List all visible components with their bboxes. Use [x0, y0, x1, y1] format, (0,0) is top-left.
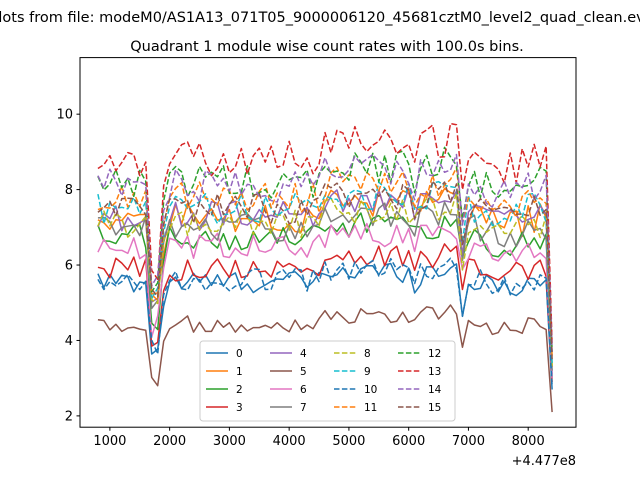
legend-label-6: 6 — [300, 384, 307, 396]
legend-label-0: 0 — [236, 348, 243, 360]
series-line-11 — [97, 166, 553, 356]
x-tick-label-4000: 4000 — [273, 434, 306, 449]
legend-label-11: 11 — [364, 402, 377, 414]
x-tick-label-2000: 2000 — [153, 434, 186, 449]
series-line-6 — [97, 222, 553, 379]
legend-label-4: 4 — [300, 348, 307, 360]
legend-label-15: 15 — [428, 402, 441, 414]
legend-box — [199, 340, 456, 422]
legend-label-1: 1 — [236, 366, 243, 378]
series-line-5 — [97, 304, 553, 413]
legend-label-13: 13 — [428, 366, 441, 378]
series-line-13 — [97, 122, 553, 345]
x-tick-label-6000: 6000 — [392, 434, 425, 449]
legend-label-9: 9 — [364, 366, 371, 378]
legend-label-7: 7 — [300, 402, 307, 414]
figure-suptitle: Plots from file: modeM0/AS1A13_071T05_90… — [0, 10, 640, 26]
legend-label-5: 5 — [300, 366, 307, 378]
y-tick-label-8: 8 — [65, 183, 73, 198]
y-tick-label-2: 2 — [65, 409, 73, 424]
series-line-12 — [97, 146, 553, 352]
legend-label-12: 12 — [428, 348, 441, 360]
series-line-10 — [97, 257, 553, 386]
series-line-7 — [97, 201, 553, 371]
legend-label-2: 2 — [236, 384, 243, 396]
x-tick-label-8000: 8000 — [512, 434, 545, 449]
y-tick-label-6: 6 — [65, 259, 73, 274]
y-tick-label-10: 10 — [56, 108, 73, 123]
y-tick-label-4: 4 — [65, 334, 73, 349]
legend-label-10: 10 — [364, 384, 377, 396]
series-line-8 — [97, 192, 553, 367]
series-line-15 — [97, 180, 553, 360]
series-line-14 — [97, 153, 553, 352]
plot-frame — [79, 57, 577, 428]
series-layer — [97, 122, 553, 413]
legend-label-8: 8 — [364, 348, 371, 360]
x-tick-label-3000: 3000 — [213, 434, 246, 449]
legend-label-3: 3 — [236, 402, 243, 414]
x-tick-label-1000: 1000 — [93, 434, 126, 449]
series-line-3 — [97, 243, 553, 382]
series-line-2 — [97, 212, 553, 379]
chart-title: Quadrant 1 module wise count rates with … — [130, 39, 524, 55]
x-tick-label-7000: 7000 — [452, 434, 485, 449]
x-tick-label-5000: 5000 — [332, 434, 365, 449]
x-offset-label: +4.477e8 — [512, 454, 576, 469]
legend-label-14: 14 — [428, 384, 442, 396]
